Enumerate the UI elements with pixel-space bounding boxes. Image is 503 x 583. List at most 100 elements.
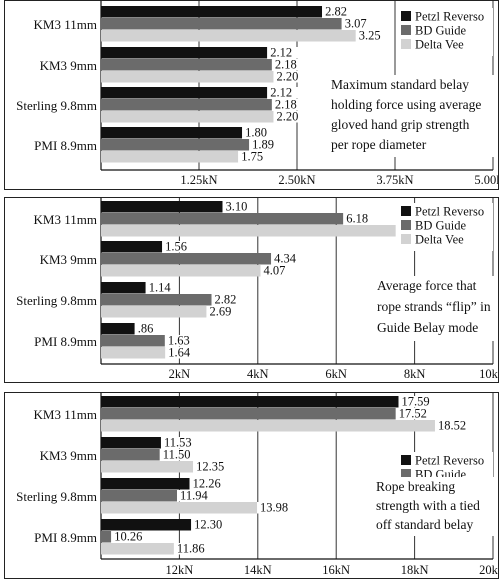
data-label: 10.26 [114,530,142,544]
bar-bd-guide-sterling-9-8mm [101,99,272,111]
data-label-background [193,461,232,473]
annotation: Rope breaking strength with a tied off sta… [372,477,498,536]
data-label: 2.12 [270,46,292,60]
annotation-line: Average force that [377,278,477,293]
data-label: 17.59 [402,395,430,409]
bar-delta-vee-km3-9mm [101,71,274,83]
bar-petzl-reverso-sterling-9-8mm [101,478,190,490]
legend-label-delta-vee: Delta Vee [415,233,464,247]
data-label: 12.30 [194,518,222,532]
data-label: 1.56 [165,240,187,254]
bar-delta-vee-sterling-9-8mm [101,306,207,318]
data-label: 1.80 [245,126,267,140]
data-label-background [162,241,194,253]
legend-label-petzl-reverso: Petzl Reverso [415,10,484,24]
x-tick-label: 4kN [247,367,269,381]
data-label-background [160,437,199,449]
bar-petzl-reverso-km3-9mm [101,47,268,59]
legend-label-bd-guide: BD Guide [415,24,466,38]
legend-swatch-delta-vee [401,234,411,244]
bar-bd-guide-km3-9mm [101,449,160,461]
data-label: 11.50 [163,448,191,462]
data-label-background [249,139,281,151]
bar-bd-guide-km3-9mm [101,253,272,265]
data-label-background [267,47,299,59]
bar-delta-vee-pmi-8-9mm [101,347,166,359]
legend-swatch-bd-guide [401,220,411,230]
data-label: 2.20 [276,70,298,84]
legend-swatch-delta-vee [401,39,411,49]
data-label: 11.86 [177,542,205,556]
chart-strand-flip-force: 2kN4kN6kN8kN10kNKM3 11mm3.106.187.52KM3 … [16,198,498,381]
data-label: .86 [138,322,154,336]
data-label: 2.18 [275,98,297,112]
x-tick-label: 8kN [404,367,426,381]
data-label: 3.07 [345,17,367,31]
legend-background [397,8,493,56]
data-label: 2.12 [270,86,292,100]
data-label-background [191,519,230,531]
annotation-line: strength with a tied [376,498,480,513]
data-label: 1.64 [168,346,191,360]
data-label-background [341,18,373,30]
data-label: 12.26 [193,477,221,491]
data-label-background [159,449,198,461]
data-label: 3.25 [359,29,381,43]
bar-delta-vee-pmi-8-9mm [101,151,239,163]
data-label-background [145,282,177,294]
legend-swatch-petzl-reverso [401,11,411,21]
category-label-pmi-8-9mm: PMI 8.9mm [34,530,97,545]
annotation-line: holding force using average [331,97,481,112]
bar-delta-vee-km3-9mm [101,461,194,473]
category-label-sterling-9-8mm: Sterling 9.8mm [16,293,97,308]
data-label-background [242,127,274,139]
bar-petzl-reverso-km3-9mm [101,241,163,253]
category-label-km3-9mm: KM3 9mm [40,252,97,267]
x-tick-label: 10kN [479,367,498,381]
annotation-background [372,477,498,536]
category-label-sterling-9-8mm: Sterling 9.8mm [16,489,97,504]
x-tick-label: 12kN [166,563,194,577]
category-label-sterling-9-8mm: Sterling 9.8mm [16,98,97,113]
bar-delta-vee-km3-11mm [101,30,356,42]
data-label: 2.82 [215,293,237,307]
data-label-background [177,490,216,502]
data-label-background [271,59,304,71]
data-label-background [271,99,304,111]
legend-label-petzl-reverso: Petzl Reverso [415,454,484,468]
bar-bd-guide-sterling-9-8mm [101,294,212,306]
data-label: 11.94 [180,489,208,503]
bar-petzl-reverso-pmi-8-9mm [101,519,192,531]
data-label: 2.20 [276,110,298,124]
data-label-background [355,30,387,42]
bar-bd-guide-pmi-8-9mm [101,531,112,543]
category-label-pmi-8-9mm: PMI 8.9mm [34,138,97,153]
bar-delta-vee-sterling-9-8mm [101,111,274,123]
data-label-background [165,347,197,359]
bar-delta-vee-km3-9mm [101,265,261,277]
bar-delta-vee-km3-11mm [101,420,435,432]
x-tick-label: 3.75kN [376,173,413,187]
annotation-line: rope strands “flip” in [377,299,491,314]
annotation-line: Rope breaking [376,479,455,494]
data-label-background [434,420,473,432]
legend-swatch-bd-guide [401,25,411,35]
annotation-line: Guide Belay mode [377,320,478,335]
x-tick-label: 2.50kN [278,173,315,187]
chart-panel-strand-flip-force: 2kN4kN6kN8kN10kNKM3 11mm3.106.187.52KM3 … [4,197,499,383]
annotation: Maximum standard belay holding force usin… [327,75,498,157]
data-label-background [189,478,228,490]
category-label-km3-11mm: KM3 11mm [34,212,97,227]
data-label: 17.52 [399,407,427,421]
legend-background [397,203,493,251]
annotation-background [327,75,498,157]
category-label-km3-11mm: KM3 11mm [34,407,97,422]
bar-delta-vee-pmi-8-9mm [101,543,174,555]
x-tick-label: 16kN [322,563,350,577]
x-tick-label: 1.25kN [180,173,217,187]
bar-bd-guide-pmi-8-9mm [101,335,165,347]
annotation-line: per rope diameter [331,137,427,152]
bar-bd-guide-pmi-8-9mm [101,139,250,151]
